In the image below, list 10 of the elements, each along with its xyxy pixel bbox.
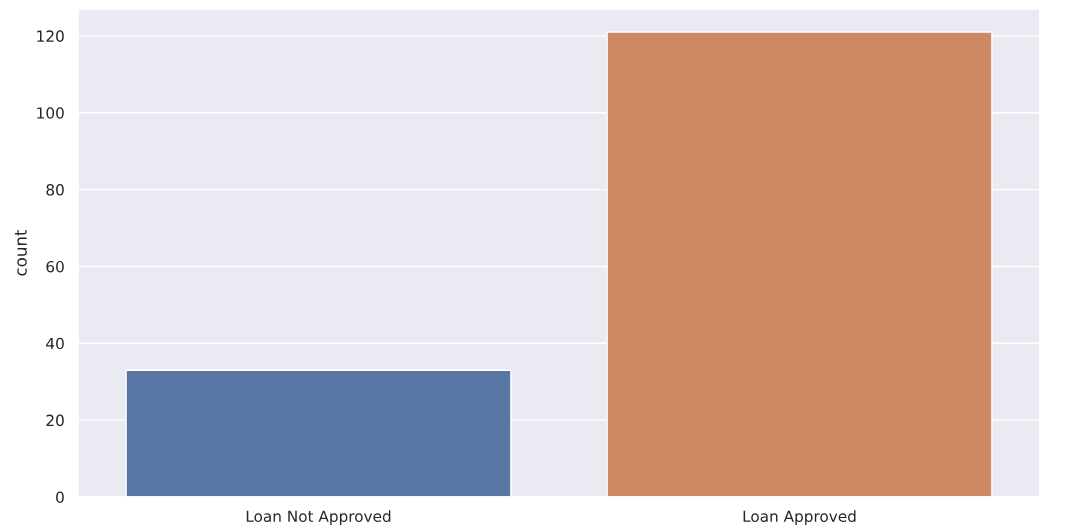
x-tick-label: Loan Approved xyxy=(743,510,856,525)
y-tick-label: 20 xyxy=(46,414,64,427)
y-tick-label: 0 xyxy=(56,491,64,504)
y-tick-label: 100 xyxy=(37,107,64,119)
y-tick-label: 80 xyxy=(46,184,64,196)
y-tick-label: 60 xyxy=(46,260,64,273)
y-axis-title: count xyxy=(14,229,27,276)
x-tick-label: Loan Not Approved xyxy=(246,510,391,525)
y-tick-label: 40 xyxy=(46,337,64,350)
y-tick-label: 120 xyxy=(37,30,64,42)
